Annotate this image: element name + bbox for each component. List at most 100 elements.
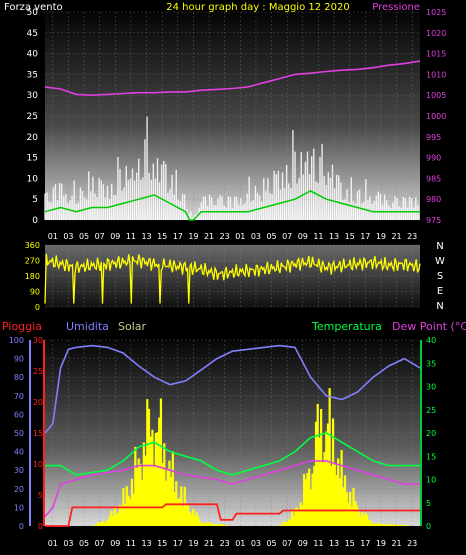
humidity-tick-label: 80 (14, 373, 24, 382)
time-tick-label-top: 21 (391, 232, 401, 241)
wind-tick-label: 40 (27, 50, 39, 60)
time-tick-label-bottom: 15 (157, 539, 167, 548)
time-tick-label-top: 21 (204, 232, 214, 241)
time-tick-label-bottom: 15 (345, 539, 355, 548)
pressure-tick-label: 1015 (426, 50, 446, 59)
compass-label: E (437, 286, 443, 297)
legend-rain: Pioggia (2, 320, 42, 333)
time-tick-label-top: 23 (407, 232, 417, 241)
temp-tick-label: 0 (426, 522, 431, 531)
pressure-tick-label: 985 (426, 174, 441, 183)
humidity-tick-label: 30 (14, 466, 24, 475)
time-tick-label-top: 23 (220, 232, 230, 241)
wind-tick-label: 25 (27, 112, 38, 122)
time-tick-label-top: 11 (126, 232, 136, 241)
pressure-axis-title: Pressione (372, 2, 420, 13)
time-tick-label-bottom: 17 (360, 539, 370, 548)
temp-tick-label: 35 (426, 359, 436, 368)
compass-label: W (435, 256, 445, 267)
humidity-tick-label: 60 (14, 410, 24, 419)
pressure-tick-label: 1020 (426, 29, 446, 38)
humidity-tick-label: 40 (14, 448, 24, 457)
wind-tick-label: 50 (27, 8, 39, 18)
pressure-tick-label: 980 (426, 195, 441, 204)
time-tick-label-top: 01 (235, 232, 245, 241)
direction-tick-label: 90 (30, 288, 40, 297)
time-tick-label-bottom: 07 (95, 539, 105, 548)
time-tick-label-bottom: 01 (48, 539, 58, 548)
humidity-tick-label: 100 (9, 336, 24, 345)
time-tick-label-bottom: 11 (126, 539, 136, 548)
humidity-tick-label: 20 (14, 485, 24, 494)
wind-tick-label: 10 (27, 174, 39, 184)
direction-tick-label: 0 (35, 303, 40, 312)
compass-label: N (436, 241, 443, 252)
time-tick-label-top: 01 (48, 232, 58, 241)
wind-tick-label: 30 (27, 91, 39, 101)
rain-tick-label: 30 (33, 336, 43, 345)
dewpoint-line (44, 460, 420, 518)
temp-tick-label: 40 (426, 336, 436, 345)
time-tick-label-top: 07 (282, 232, 292, 241)
time-tick-label-bottom: 05 (79, 539, 89, 548)
wind-direction-line (44, 253, 421, 304)
wind-tick-label: 35 (27, 70, 38, 80)
time-tick-label-bottom: 19 (188, 539, 198, 548)
time-tick-label-top: 15 (157, 232, 167, 241)
time-tick-label-bottom: 23 (220, 539, 230, 548)
time-tick-label-top: 17 (360, 232, 370, 241)
time-tick-label-bottom: 11 (313, 539, 323, 548)
legend-solar: Solar (118, 320, 147, 333)
time-tick-label-top: 15 (345, 232, 355, 241)
pressure-tick-label: 990 (426, 154, 441, 163)
time-tick-label-bottom: 01 (235, 539, 245, 548)
temp-tick-label: 25 (426, 406, 436, 415)
temp-tick-label: 5 (426, 499, 431, 508)
time-tick-label-bottom: 19 (376, 539, 386, 548)
temperature-line (45, 432, 420, 476)
time-tick-label-top: 03 (63, 232, 73, 241)
compass-label: N (436, 301, 443, 312)
wind-tick-label: 0 (32, 216, 38, 226)
wind-avg-line (44, 190, 420, 221)
wind-axis-title: Forza vento (4, 2, 63, 13)
humidity-tick-label: 50 (14, 429, 24, 438)
time-tick-label-top: 05 (266, 232, 276, 241)
temp-tick-label: 10 (426, 476, 436, 485)
rain-tick-label: 15 (33, 429, 43, 438)
rain-tick-label: 25 (33, 367, 43, 376)
time-tick-label-top: 05 (79, 232, 89, 241)
wind-tick-label: 20 (27, 133, 39, 143)
temp-tick-label: 15 (426, 452, 436, 461)
humidity-tick-label: 90 (14, 355, 24, 364)
legend-dewpoint: Dew Point (°C) (392, 320, 466, 333)
rain-line (45, 503, 420, 527)
time-tick-label-bottom: 13 (141, 539, 151, 548)
time-tick-label-top: 07 (95, 232, 105, 241)
wind-tick-label: 45 (27, 29, 38, 39)
time-tick-label-bottom: 09 (298, 539, 308, 548)
rain-tick-label: 5 (38, 491, 43, 500)
time-tick-label-bottom: 05 (266, 539, 276, 548)
temp-tick-label: 20 (426, 429, 436, 438)
pressure-tick-label: 1005 (426, 91, 446, 100)
pressure-tick-label: 1010 (426, 70, 446, 79)
direction-tick-label: 360 (25, 241, 40, 250)
time-tick-label-bottom: 03 (251, 539, 261, 548)
rain-tick-label: 20 (33, 398, 43, 407)
time-tick-label-top: 11 (313, 232, 323, 241)
time-tick-label-top: 13 (329, 232, 339, 241)
humidity-tick-label: 10 (14, 503, 24, 512)
time-tick-label-bottom: 03 (63, 539, 73, 548)
rain-tick-label: 10 (33, 460, 43, 469)
pressure-tick-label: 1025 (426, 8, 446, 17)
time-tick-label-bottom: 23 (407, 539, 417, 548)
time-tick-label-bottom: 13 (329, 539, 339, 548)
direction-tick-label: 180 (25, 272, 40, 281)
pressure-line (44, 60, 421, 97)
time-tick-label-bottom: 07 (282, 539, 292, 548)
wind-tick-label: 15 (27, 154, 38, 164)
compass-label: S (437, 271, 443, 282)
humidity-tick-label: 0 (19, 522, 24, 531)
